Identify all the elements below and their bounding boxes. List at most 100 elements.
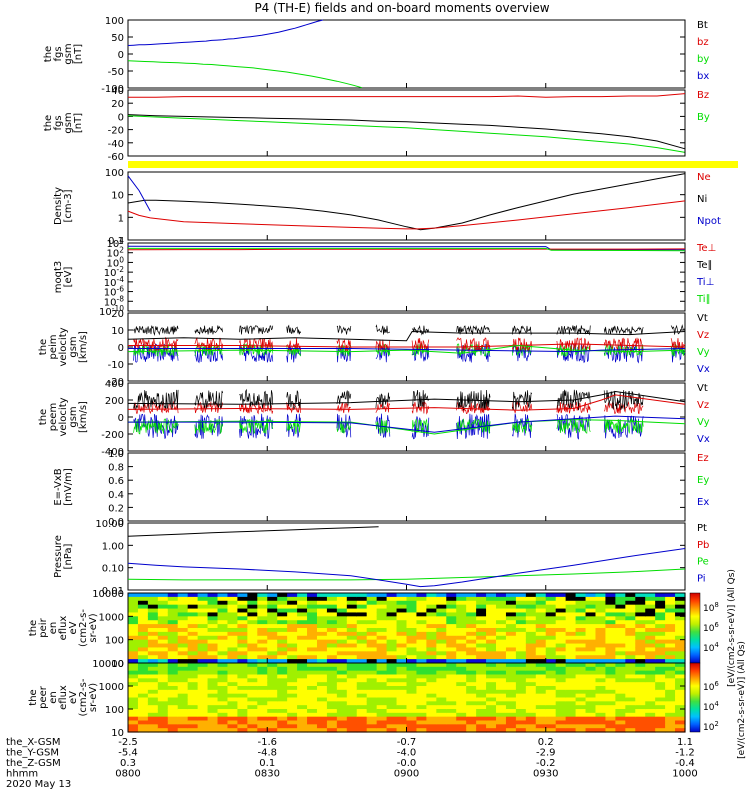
spectrogram-cell xyxy=(137,612,149,617)
spectrogram-cell xyxy=(426,655,437,660)
spectrogram-cell xyxy=(157,686,169,691)
spectrogram-cell xyxy=(675,612,686,617)
spectrogram-cell xyxy=(386,608,398,614)
spectrogram-cell xyxy=(476,600,487,606)
spectrogram-cell xyxy=(446,682,457,687)
spectrogram-cell xyxy=(655,716,666,722)
spectrogram-cell xyxy=(665,635,676,641)
legend-Pb: Pb xyxy=(697,540,709,551)
spectrogram-cell xyxy=(426,635,437,641)
spectrogram-cell xyxy=(177,682,189,687)
spectrogram-cell xyxy=(406,639,418,645)
spectrogram-cell xyxy=(376,712,388,718)
spectrogram-cell xyxy=(227,701,239,706)
spectrogram-cell xyxy=(535,593,547,598)
spectrogram-cell xyxy=(615,604,626,610)
spectrogram-cell xyxy=(396,616,408,621)
spectrogram-cell xyxy=(505,639,517,645)
spectrogram-cell xyxy=(555,712,567,718)
spectrogram-cell xyxy=(346,639,358,645)
spectrogram-cell xyxy=(137,596,149,602)
spectrogram-cell xyxy=(237,663,248,668)
spectrogram-cell xyxy=(207,651,219,656)
spectrogram-cell xyxy=(326,670,338,676)
spectrogram-cell xyxy=(267,705,278,710)
spectrogram-cell xyxy=(585,639,597,645)
series-Pe xyxy=(127,568,686,581)
spectrogram-cell xyxy=(655,596,666,602)
spectrogram-cell xyxy=(157,682,169,687)
spectrogram-cell xyxy=(416,655,427,660)
spectrogram-cell xyxy=(137,628,149,633)
x-tick-value: -2.5 xyxy=(118,737,138,748)
spectrogram-cell xyxy=(157,720,169,725)
spectrogram-cell xyxy=(346,720,358,725)
spectrogram-cell xyxy=(307,659,318,664)
burst-Vt xyxy=(456,325,491,335)
spectrogram-cell xyxy=(555,616,567,621)
spectrogram-cell xyxy=(316,596,328,602)
spectrogram-cell xyxy=(575,651,587,656)
spectrogram-cell xyxy=(645,628,656,633)
spectrogram-cell xyxy=(247,724,258,729)
spectrogram-cell xyxy=(326,635,338,641)
spectrogram-cell xyxy=(456,705,467,710)
spectrogram-cell xyxy=(237,697,248,702)
spectrogram-cell xyxy=(585,709,597,714)
spectrogram-cell xyxy=(625,628,636,633)
spectrogram-cell xyxy=(197,639,209,645)
spectrogram-cell xyxy=(446,678,457,683)
spectrogram-cell xyxy=(356,705,368,710)
spectrogram-cell xyxy=(466,724,477,729)
spectrogram-cell xyxy=(555,604,567,610)
spectrogram-cell xyxy=(645,666,656,672)
spectrogram-cell xyxy=(426,709,437,714)
spectrogram-cell xyxy=(406,643,418,649)
spectrogram-cell xyxy=(406,659,418,664)
spectrogram-cell xyxy=(267,709,278,714)
spectrogram-cell xyxy=(307,724,318,729)
spectrogram-cell xyxy=(545,659,557,664)
spectrogram-cell xyxy=(128,635,139,641)
spectrogram-cell xyxy=(535,670,547,676)
spectrogram-cell xyxy=(326,663,338,668)
spectrogram-cell xyxy=(356,674,368,679)
spectrogram-cell xyxy=(366,716,378,722)
spectrogram-cell xyxy=(247,674,258,679)
spectrogram-cell xyxy=(645,593,656,598)
spectrogram-cell xyxy=(535,620,547,625)
spectrogram-cell xyxy=(277,643,288,649)
spectrogram-cell xyxy=(496,666,507,672)
spectrogram-cell xyxy=(416,639,427,645)
spectrogram-cell xyxy=(217,608,229,614)
series-Ti⊥ xyxy=(127,245,685,251)
spectrogram-cell xyxy=(675,628,686,633)
spectrogram-cell xyxy=(615,659,626,664)
spectrogram-cell xyxy=(486,720,497,725)
spectrogram-cell xyxy=(635,600,646,606)
spectrogram-cell xyxy=(565,604,577,610)
spectrogram-cell xyxy=(128,651,139,656)
spectrogram-cell xyxy=(386,635,398,641)
spectrogram-cell xyxy=(476,686,487,691)
spectrogram-cell xyxy=(406,666,418,672)
spectrogram-cell xyxy=(396,674,408,679)
spectrogram-cell xyxy=(545,628,557,633)
spectrogram-cell xyxy=(416,624,427,629)
spectrogram-cell xyxy=(336,682,348,687)
spectrogram-cell xyxy=(187,596,199,602)
spectrogram-cell xyxy=(665,659,676,664)
spectrogram-cell xyxy=(675,593,686,598)
burst-Vx xyxy=(239,413,274,439)
spectrogram-cell xyxy=(128,666,139,672)
spectrogram-cell xyxy=(287,651,298,656)
spectrogram-cell xyxy=(316,697,328,702)
spectrogram-cell xyxy=(386,666,398,672)
spectrogram-cell xyxy=(157,604,169,610)
spectrogram-cell xyxy=(426,593,437,598)
spectrogram-cell xyxy=(167,682,179,687)
spectrogram-cell xyxy=(157,593,169,598)
spectrogram-cell xyxy=(297,670,308,676)
spectrogram-cell xyxy=(456,720,467,725)
spectrogram-cell xyxy=(267,693,278,699)
